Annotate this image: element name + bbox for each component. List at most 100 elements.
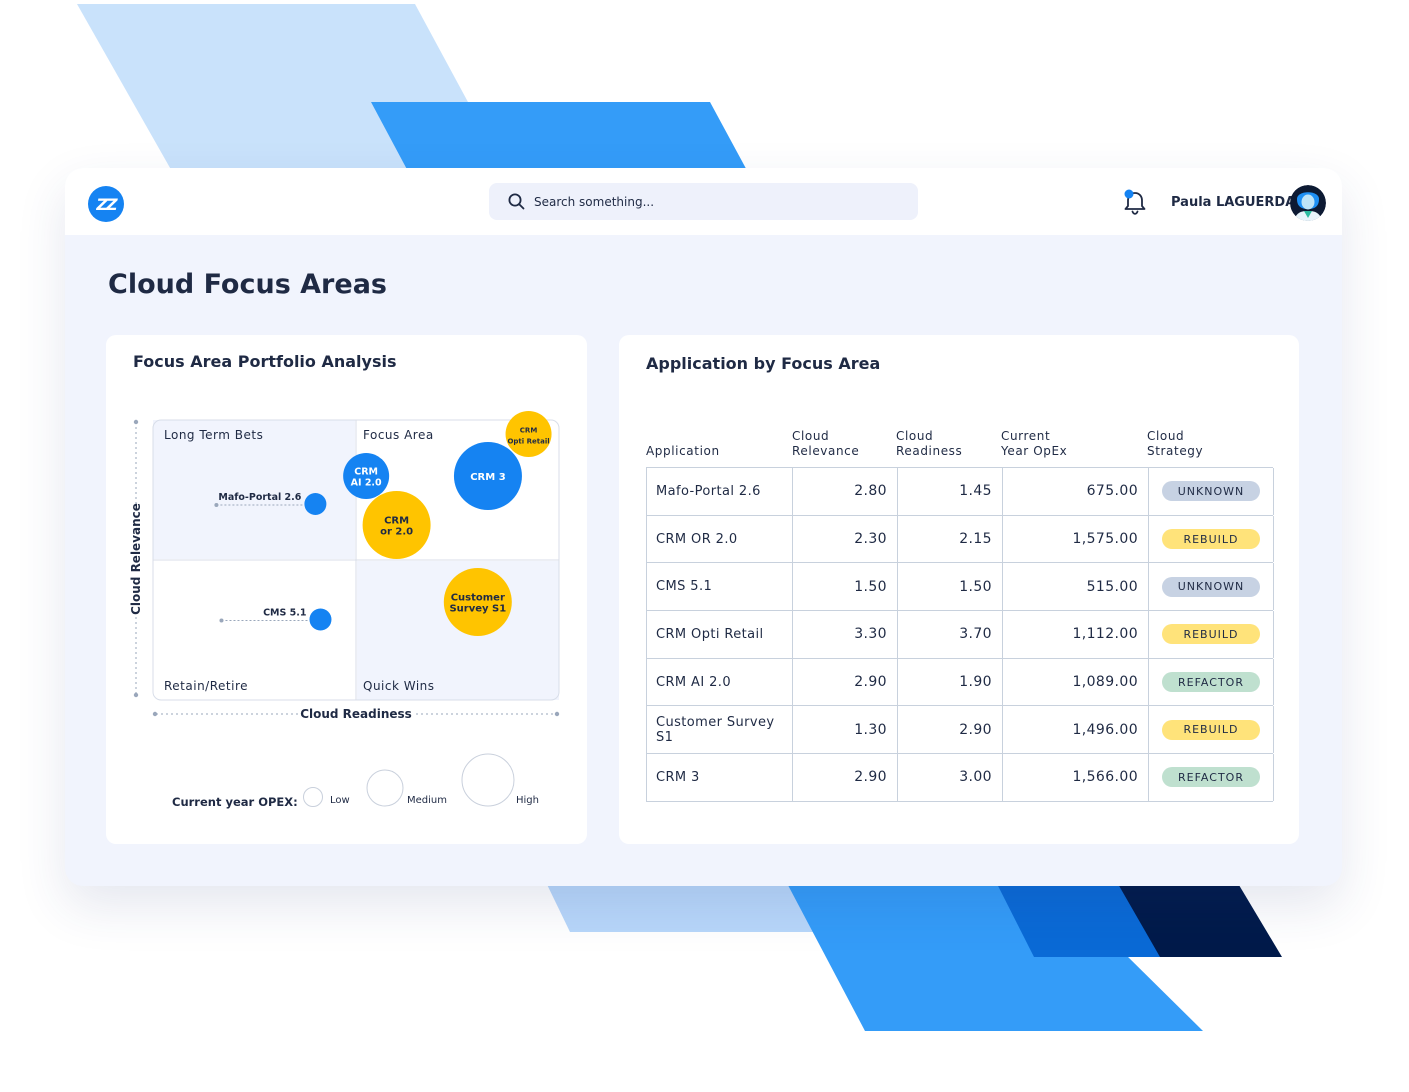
- table-row[interactable]: CRM AI 2.0 2.90 1.90 1,089.00 REFACTOR: [647, 658, 1274, 707]
- cell-cloud-readiness: 1.90: [898, 658, 1003, 706]
- table-row[interactable]: CMS 5.1 1.50 1.50 515.00 UNKNOWN: [647, 563, 1274, 612]
- top-bar: ZZ Paula LAGUERDA: [65, 168, 1342, 235]
- point-bubble[interactable]: [304, 493, 327, 515]
- search-input[interactable]: [534, 194, 894, 209]
- chart-point[interactable]: Customer Survey S1: [443, 568, 512, 636]
- avatar[interactable]: [1290, 185, 1326, 221]
- quadrant-label-top-left: Long Term Bets: [164, 428, 263, 442]
- strategy-badge: REFACTOR: [1162, 672, 1260, 693]
- portfolio-title: Focus Area Portfolio Analysis: [133, 352, 397, 371]
- app-window: ZZ Paula LAGUERDA Cloud Focus Areas Focu…: [65, 168, 1342, 886]
- cell-current-year-opex: 1,566.00: [1003, 754, 1149, 801]
- point-leader-dot: [214, 503, 219, 507]
- point-label: CRM 3: [470, 472, 505, 483]
- cell-application: CMS 5.1: [647, 563, 793, 611]
- applications-title: Application by Focus Area: [646, 354, 881, 373]
- chart-point[interactable]: CRM or 2.0: [362, 491, 431, 559]
- cell-current-year-opex: 1,496.00: [1003, 706, 1149, 754]
- user-name[interactable]: Paula LAGUERDA: [1171, 195, 1296, 210]
- table-row[interactable]: Mafo-Portal 2.6 2.80 1.45 675.00 UNKNOWN: [647, 468, 1274, 516]
- point-bubble[interactable]: [505, 411, 552, 457]
- cell-cloud-readiness: 2.15: [898, 515, 1003, 563]
- quadrant-label-top-right: Focus Area: [363, 428, 434, 442]
- header-cloud-relevance[interactable]: Cloud Relevance: [792, 429, 860, 458]
- legend-low: Low: [330, 795, 350, 806]
- chart-point[interactable]: CRM Opti Retail: [505, 411, 552, 457]
- legend-circle-medium: [366, 769, 404, 807]
- cell-cloud-relevance: 2.30: [793, 515, 898, 563]
- app-logo[interactable]: ZZ: [88, 186, 124, 222]
- y-axis-end-dot: [133, 419, 139, 425]
- point-bubble[interactable]: [443, 568, 512, 636]
- point-bubble[interactable]: [343, 453, 390, 499]
- table-row[interactable]: Customer Survey S1 1.30 2.90 1,496.00 REBUIL…: [647, 706, 1274, 755]
- y-axis-start-dot: [133, 692, 139, 698]
- header-cloud-readiness[interactable]: Cloud Readiness: [896, 429, 963, 458]
- strategy-badge: UNKNOWN: [1162, 481, 1260, 502]
- portfolio-analysis-card: Focus Area Portfolio Analysis Long Term …: [106, 335, 587, 844]
- x-axis-label: Cloud Readiness: [300, 707, 412, 721]
- strategy-badge: REBUILD: [1162, 624, 1260, 645]
- quadrant-label-bottom-left: Retain/Retire: [164, 679, 248, 693]
- point-label: CMS 5.1: [263, 608, 306, 619]
- cell-current-year-opex: 1,089.00: [1003, 658, 1149, 706]
- table-row[interactable]: CRM OR 2.0 2.30 2.15 1,575.00 REBUILD: [647, 515, 1274, 564]
- applications-table: Mafo-Portal 2.6 2.80 1.45 675.00 UNKNOWN CRM …: [646, 467, 1274, 802]
- cell-cloud-relevance: 1.30: [793, 706, 898, 754]
- cell-cloud-readiness: 3.00: [898, 754, 1003, 801]
- page-title: Cloud Focus Areas: [108, 269, 387, 300]
- portfolio-bubble-chart: Long Term Bets Focus Area Retain/Retire …: [127, 411, 560, 809]
- strategy-badge: REFACTOR: [1162, 767, 1260, 788]
- cell-cloud-relevance: 1.50: [793, 563, 898, 611]
- cell-current-year-opex: 1,575.00: [1003, 515, 1149, 563]
- legend-high: High: [516, 795, 539, 806]
- y-axis-label-bg: [127, 505, 145, 615]
- header-cloud-strategy[interactable]: Cloud Strategy: [1147, 429, 1204, 458]
- chart-point[interactable]: Mafo-Portal 2.6: [214, 492, 327, 515]
- x-axis-label-bg: [298, 705, 415, 723]
- cell-current-year-opex: 1,112.00: [1003, 611, 1149, 658]
- point-label: Mafo-Portal 2.6: [218, 492, 301, 503]
- applications-card: Application by Focus Area Application Cl…: [619, 335, 1299, 844]
- cell-application: CRM Opti Retail: [647, 611, 793, 658]
- legend-label: Current year OPEX:: [172, 795, 298, 809]
- point-bubble[interactable]: [453, 442, 522, 510]
- cell-cloud-readiness: 1.50: [898, 563, 1003, 611]
- chart-point[interactable]: CRM 3: [453, 442, 522, 510]
- quadrant-label-bottom-right: Quick Wins: [363, 679, 435, 693]
- table-header: Application Cloud Relevance Cloud Readin…: [646, 429, 1272, 467]
- cell-cloud-strategy: UNKNOWN: [1149, 468, 1274, 515]
- table-row[interactable]: CRM 3 2.90 3.00 1,566.00 REFACTOR: [647, 754, 1274, 802]
- chart-points: Mafo-Portal 2.6 CMS 5.1 CRM AI 2.0 CRM or 2.0…: [214, 411, 552, 636]
- cell-application: Customer Survey S1: [647, 706, 793, 754]
- strategy-badge: REBUILD: [1162, 529, 1260, 550]
- point-bubble[interactable]: [309, 608, 332, 631]
- bell-icon[interactable]: [1122, 188, 1148, 216]
- point-label: CRM AI 2.0: [351, 467, 382, 489]
- cell-application: Mafo-Portal 2.6: [647, 468, 793, 515]
- chart-point[interactable]: CMS 5.1: [219, 608, 332, 631]
- strategy-badge: REBUILD: [1162, 719, 1260, 740]
- search-icon: [508, 193, 525, 210]
- search-bar[interactable]: [489, 183, 918, 220]
- cell-application: CRM OR 2.0: [647, 515, 793, 563]
- point-label: CRM or 2.0: [380, 516, 413, 538]
- cell-cloud-strategy: REBUILD: [1149, 611, 1274, 658]
- point-label: Customer Survey S1: [449, 593, 506, 615]
- cell-cloud-readiness: 1.45: [898, 468, 1003, 515]
- table-row[interactable]: CRM Opti Retail 3.30 3.70 1,112.00 REBUILD: [647, 611, 1274, 659]
- cell-cloud-readiness: 2.90: [898, 706, 1003, 754]
- cell-application: CRM 3: [647, 754, 793, 801]
- point-bubble[interactable]: [362, 491, 431, 559]
- cell-current-year-opex: 515.00: [1003, 563, 1149, 611]
- chart-point[interactable]: CRM AI 2.0: [343, 453, 390, 499]
- point-label: CRM Opti Retail: [507, 427, 549, 446]
- legend-medium: Medium: [407, 795, 447, 806]
- cell-cloud-relevance: 2.80: [793, 468, 898, 515]
- header-application[interactable]: Application: [646, 444, 720, 458]
- cell-cloud-strategy: REFACTOR: [1149, 658, 1274, 706]
- cell-cloud-strategy: REFACTOR: [1149, 754, 1274, 801]
- y-axis-label: Cloud Relevance: [129, 503, 143, 615]
- quadrant-long-term-bets: [153, 420, 355, 559]
- header-current-year-opex[interactable]: Current Year OpEx: [1001, 429, 1068, 458]
